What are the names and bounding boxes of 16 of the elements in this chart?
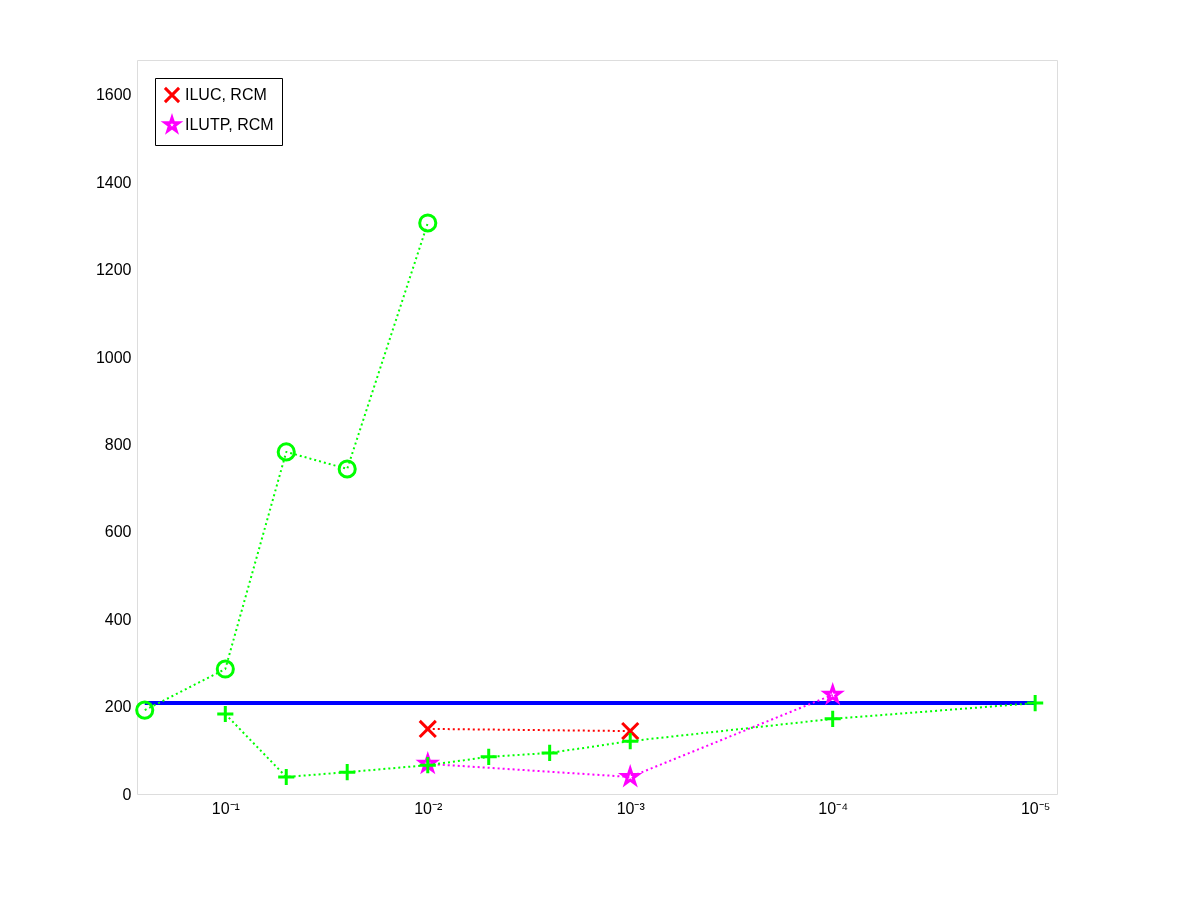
x-tick-label: 10⁻² [414, 799, 443, 817]
y-tick-label: 1400 [95, 173, 132, 191]
y-tick-label: 0 [122, 785, 132, 803]
y-tick-label: 1200 [95, 261, 132, 279]
legend-label: ILUTP, RCM [185, 116, 274, 133]
y-tick-label: 1600 [95, 86, 132, 104]
x-tick-label: 10⁻³ [616, 799, 646, 817]
y-tick-label: 400 [104, 610, 132, 628]
y-tick-label: 1000 [95, 348, 132, 366]
x-tick-label: 10⁻¹ [211, 799, 240, 817]
x-tick-label: 10⁻⁴ [818, 799, 849, 817]
y-tick-label: 600 [104, 523, 132, 541]
y-tick-label: 200 [104, 698, 132, 716]
x-tick-label: 10⁻⁵ [1020, 799, 1051, 817]
legend-label: ILUC, RCM [185, 86, 267, 103]
y-tick-label: 800 [104, 435, 132, 453]
